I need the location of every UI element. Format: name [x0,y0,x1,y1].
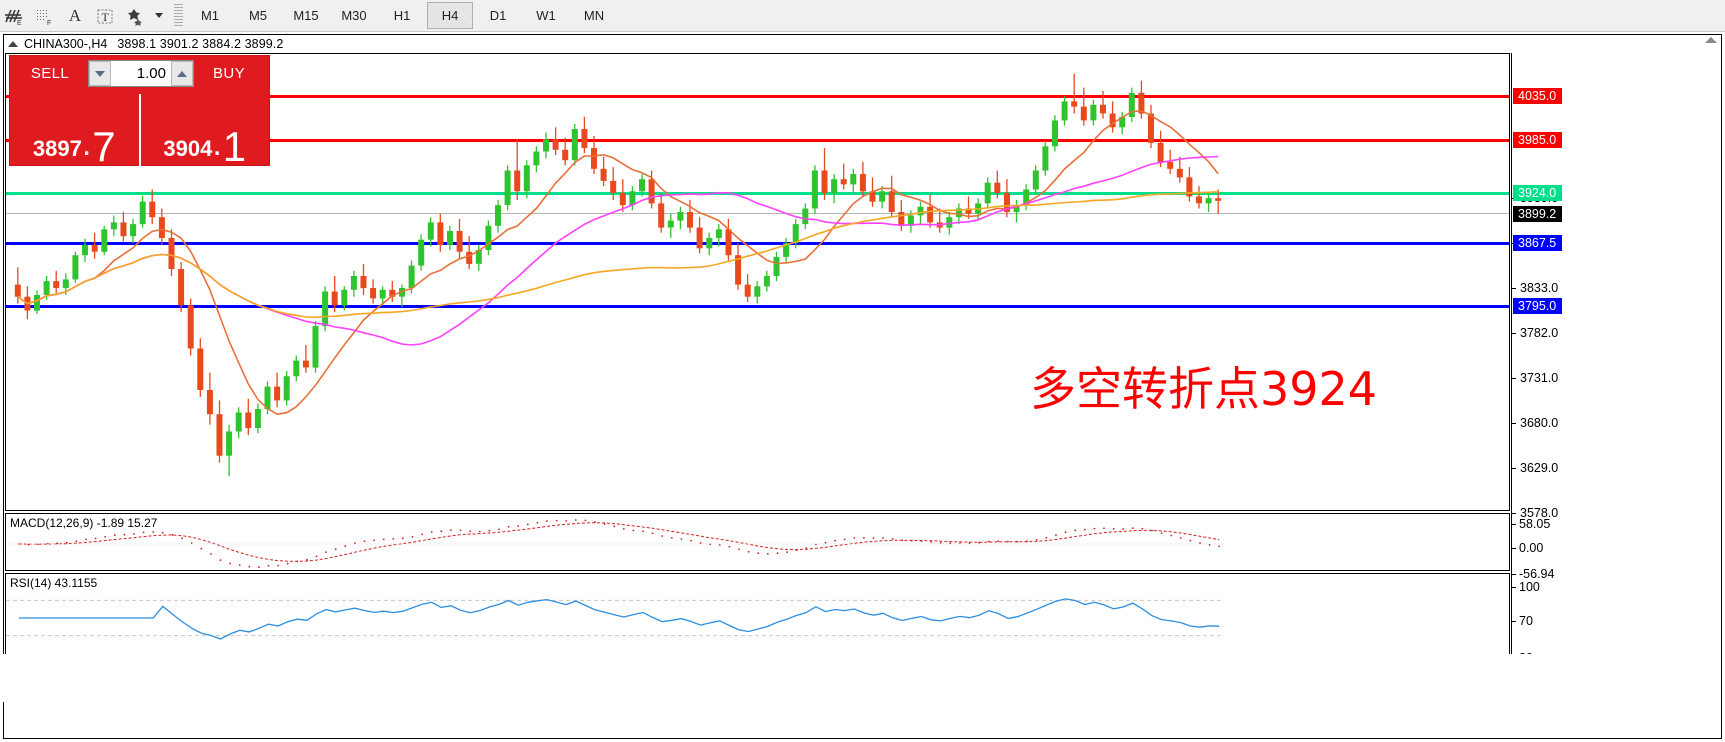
price-tag-4035: 4035.0 [1513,88,1563,104]
timeframe-d1[interactable]: D1 [489,8,507,23]
level-line-3867 [5,242,1510,245]
bid-price-separator: . [81,125,92,163]
price-tick-3731: 3731.0 [1512,371,1558,385]
level-line-3924 [5,192,1510,195]
svg-text:T: T [102,10,110,24]
timeframe-h4[interactable]: H4 [427,2,473,29]
chart-window: CHINA300-,H4 3898.1 3901.2 3884.2 3899.2… [3,34,1722,739]
price-tick-3833: 3833.0 [1512,281,1558,295]
price-tag-3899: 3899.2 [1513,206,1563,222]
rsi-series [6,598,1224,640]
sell-button[interactable]: SELL [30,65,70,82]
price-tick-3782: 3782.0 [1512,326,1558,340]
ohlc-values: 3898.1 3901.2 3884.2 3899.2 [117,37,284,51]
ask-price-separator: . [212,125,222,163]
bid-price-integer: 3897 [32,136,82,161]
one-click-trading-panel[interactable]: SELL 1.00 BUY 3897 . 7 [9,55,270,170]
timeframe-m5[interactable]: M5 [248,8,268,23]
svg-text:E: E [17,20,22,26]
collapse-triangle-icon[interactable] [8,41,18,47]
price-tick-3578: 3578.0 [1512,506,1558,520]
indicators-icon[interactable]: E [0,2,30,30]
macd-tick-zero: 0.00 [1512,541,1543,555]
pane-collapse-icon[interactable] [1705,37,1717,43]
toolbar: E F A T [0,0,1725,32]
level-line-4035 [5,95,1510,98]
crosshair-grid-icon[interactable]: F [30,2,60,30]
rsi-label: RSI(14) 43.1155 [10,576,101,590]
symbol-title: CHINA300-,H4 [24,37,108,51]
text-tool-icon[interactable]: A [68,5,82,25]
price-tick-3629: 3629.0 [1512,461,1558,475]
oct-controls-row: SELL 1.00 BUY [10,56,269,94]
timeframe-h1[interactable]: H1 [393,8,411,23]
rsi-tick-70: 70 [1512,614,1533,628]
candlestick-series [14,73,1222,477]
bid-price-fraction: 7 [92,122,116,170]
toolbar-grip[interactable] [174,3,183,28]
chart-annotation: 多空转折点3924 [1030,362,1378,416]
caret-down-glyph [155,13,163,18]
level-line-3985 [5,139,1510,142]
objects-icon[interactable] [120,2,150,30]
timeframe-w1[interactable]: W1 [536,8,556,23]
volume-increment-button[interactable] [171,61,193,86]
volume-stepper[interactable]: 1.00 [88,60,194,87]
buy-button[interactable]: BUY [212,65,246,82]
ask-price-integer: 3904 [163,136,213,161]
svg-text:F: F [47,20,51,26]
macd-label: MACD(12,26,9) -1.89 15.27 [10,516,161,530]
timeframe-mn[interactable]: MN [583,8,605,23]
price-tag-3985: 3985.0 [1513,132,1563,148]
macd-tick-bottom: -56.94 [1512,567,1554,581]
bid-price[interactable]: 3897 . 7 [10,94,141,170]
level-line-3899 [5,213,1510,214]
price-scale[interactable]: 3935.0 3884.0 3833.0 3782.0 3731.0 3680.… [1511,53,1721,682]
symbol-bar: CHINA300-,H4 3898.1 3901.2 3884.2 3899.2 [4,35,1721,53]
timeframe-m15[interactable]: M15 [293,8,319,23]
arrow-down-icon [95,70,105,77]
price-tick-3680: 3680.0 [1512,416,1558,430]
dropdown-caret-icon[interactable] [150,2,168,30]
macd-series [6,519,1224,568]
oct-prices-row: 3897 . 7 3904 . 1 [10,94,270,170]
timeframe-m1[interactable]: M1 [200,8,220,23]
timeframe-m30[interactable]: M30 [341,8,367,23]
volume-input[interactable]: 1.00 [111,61,171,86]
rsi-tick-100: 100 [1512,580,1540,594]
ask-price-fraction: 1 [222,122,247,170]
macd-tick-top: 58.05 [1512,517,1550,531]
level-line-3795 [5,305,1510,308]
text-label-icon[interactable]: T [90,2,120,30]
price-tag-3867: 3867.5 [1513,235,1563,251]
bottom-strip [1,654,1717,702]
macd-pane[interactable]: MACD(12,26,9) -1.89 15.27 [5,513,1510,571]
ask-price[interactable]: 3904 . 1 [141,94,270,170]
volume-decrement-button[interactable] [89,61,111,86]
arrow-up-icon [177,70,187,77]
price-tag-3924: 3924.0 [1513,185,1563,201]
price-tag-3795: 3795.0 [1513,298,1563,314]
rsi-pane[interactable]: RSI(14) 43.1155 [5,573,1510,663]
